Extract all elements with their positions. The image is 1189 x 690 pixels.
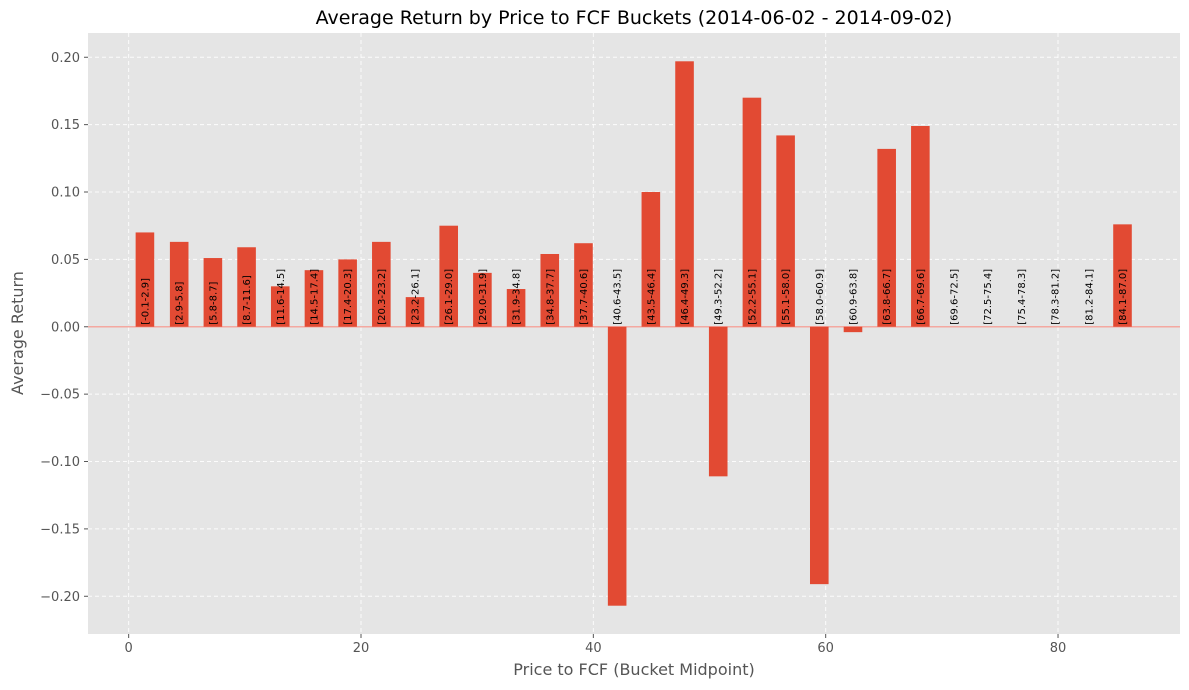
- x-axis-label: Price to FCF (Bucket Midpoint): [513, 660, 754, 679]
- bar-label: [60.9-63.8]: [848, 269, 859, 325]
- bar: [439, 225, 459, 327]
- bar-label: [40.6-43.5]: [613, 269, 624, 325]
- y-tick-label: −0.20: [40, 590, 80, 605]
- bar: [742, 97, 762, 327]
- bar: [506, 289, 526, 327]
- bar-labels: [-0.1-2.9] [2.9-5.8] [5.8-8.7] [8.7-11.6] [1…: [140, 269, 1129, 325]
- y-axis-label: Average Return: [8, 271, 27, 395]
- bar-label: [46.4-49.3]: [680, 269, 691, 325]
- bar: [540, 253, 560, 327]
- bar-label: [23.2-26.1]: [411, 269, 422, 325]
- bar: [607, 326, 627, 606]
- bar: [911, 125, 930, 327]
- bar-label: [58.0-60.9]: [815, 269, 826, 325]
- bar-label: [34.8-37.7]: [545, 269, 556, 325]
- bar: [675, 61, 694, 327]
- bar-label: [11.6-14.5]: [276, 269, 287, 325]
- bar-label: [49.3-52.2]: [714, 269, 725, 325]
- bar: [473, 272, 492, 327]
- bar: [843, 326, 863, 333]
- bar: [135, 232, 155, 327]
- y-tick-label: −0.10: [40, 455, 80, 470]
- bar-label: [84.1-87.0]: [1118, 269, 1129, 325]
- bar-label: [5.8-8.7]: [208, 281, 219, 324]
- bar: [877, 148, 896, 327]
- bar: [405, 297, 425, 327]
- bar-label: [17.4-20.3]: [343, 269, 354, 325]
- bar: [237, 247, 256, 327]
- bar: [304, 270, 324, 327]
- bar: [1113, 224, 1132, 327]
- bar-label: [63.8-66.7]: [882, 269, 893, 325]
- bars: [135, 61, 1132, 606]
- x-tick-label: 0: [125, 641, 133, 656]
- y-tick-label: 0.20: [51, 51, 80, 66]
- bar-label: [37.7-40.6]: [579, 269, 590, 325]
- y-axis-ticks: −0.20 −0.15 −0.10 −0.05 0.00 0.05 0.10 0.15 0.20: [40, 51, 88, 605]
- y-tick-label: 0.05: [51, 253, 80, 268]
- bar-label: [66.7-69.6]: [916, 269, 927, 325]
- bar: [372, 241, 391, 327]
- bar: [203, 258, 223, 327]
- x-tick-label: 40: [585, 641, 602, 656]
- bar-label: [81.2-84.1]: [1084, 269, 1095, 325]
- bar-label: [75.4-78.3]: [1017, 269, 1028, 325]
- plot-background: [88, 33, 1180, 634]
- y-tick-label: −0.05: [40, 388, 80, 403]
- x-tick-label: 20: [353, 641, 370, 656]
- x-tick-label: 60: [817, 641, 834, 656]
- bar-label: [55.1-58.0]: [781, 269, 792, 325]
- y-tick-label: 0.10: [51, 186, 80, 201]
- bar-label: [26.1-29.0]: [444, 269, 455, 325]
- bar-label: [43.5-46.4]: [646, 269, 657, 325]
- bar-label: [8.7-11.6]: [242, 275, 253, 325]
- bar-label: [29.0-31.9]: [478, 269, 489, 325]
- bar-label: [-0.1-2.9]: [140, 278, 151, 325]
- bar-label: [31.9-34.8]: [512, 269, 523, 325]
- bar: [270, 286, 290, 327]
- y-tick-label: −0.15: [40, 522, 80, 537]
- bar: [776, 135, 795, 327]
- bar-label: [14.5-17.4]: [309, 269, 320, 325]
- bar: [574, 243, 593, 327]
- y-tick-label: 0.00: [51, 320, 80, 335]
- bar-label: [72.5-75.4]: [983, 269, 994, 325]
- bar-label: [52.2-55.1]: [747, 269, 758, 325]
- bar-label: [20.3-23.2]: [377, 269, 388, 325]
- bar-label: [2.9-5.8]: [175, 281, 186, 324]
- bar: [809, 326, 829, 585]
- bar: [708, 326, 728, 477]
- bar: [641, 192, 661, 327]
- bar: [338, 259, 357, 327]
- bar-label: [69.6-72.5]: [950, 269, 961, 325]
- y-tick-label: 0.15: [51, 118, 80, 133]
- bar: [169, 241, 189, 327]
- x-tick-label: 80: [1050, 641, 1067, 656]
- bar-label: [78.3-81.2]: [1051, 269, 1062, 325]
- x-axis-ticks: 0 20 40 60 80: [125, 634, 1067, 656]
- chart-title: Average Return by Price to FCF Buckets (…: [316, 7, 953, 29]
